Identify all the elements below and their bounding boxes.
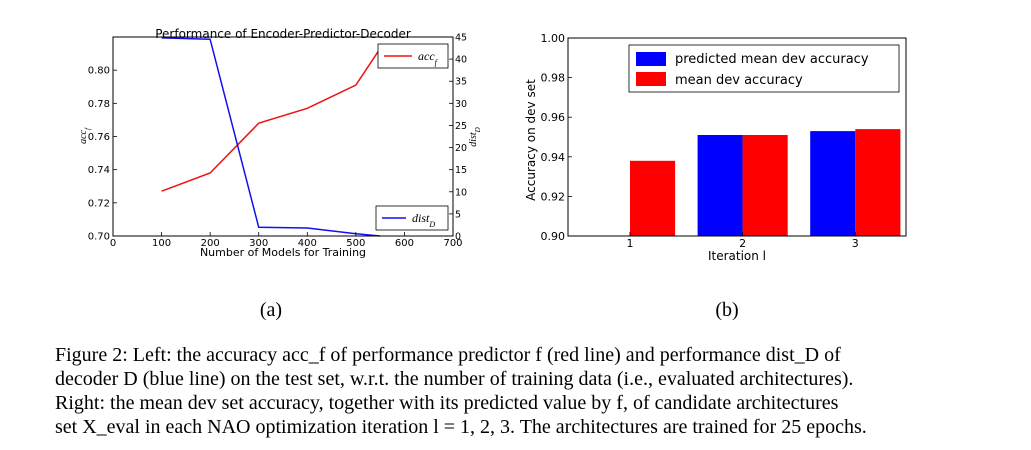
chart-right-xtick-label: 2: [739, 237, 746, 250]
chart-right-ytick-label: 1.00: [541, 32, 566, 45]
chart-left-xtick-label: 500: [346, 238, 365, 249]
bar-predicted: [810, 131, 856, 236]
chart-right-legend-box: [628, 44, 900, 93]
chart-right-xtick-label: 1: [626, 237, 633, 250]
bar-actual: [742, 135, 788, 236]
chart-left-y2tick-label: 5: [455, 209, 461, 220]
chart-left-y2tick-label: 40: [455, 55, 467, 66]
chart-left-xtick-label: 400: [298, 238, 317, 249]
chart-left-y2tick-label: 20: [455, 143, 467, 154]
chart-left-ytick-label: 0.74: [88, 165, 110, 176]
chart-left-xtick-label: 300: [249, 238, 268, 249]
bar-predicted: [697, 135, 743, 236]
chart-left-xtick-label: 200: [201, 238, 220, 249]
chart-left-y2tick-label: 45: [455, 33, 467, 44]
chart-left-y2tick-label: 0: [455, 232, 461, 243]
chart-left-ytick-label: 0.80: [88, 66, 110, 77]
chart-left-y2tick-label: 10: [455, 187, 467, 198]
caption-line-2: decoder D (blue line) on the test set, w…: [55, 368, 854, 390]
caption-line-3: Right: the mean dev set accuracy, togeth…: [55, 392, 839, 414]
bar-actual: [630, 160, 676, 236]
caption-line-4: set X_eval in each NAO optimization iter…: [55, 416, 867, 438]
chart-left-ytick-label: 0.72: [88, 198, 110, 209]
chart-right-ylabel: Accuracy on dev set: [524, 79, 538, 201]
chart-left-y2tick-label: 15: [455, 165, 467, 176]
chart-left-xtick-label: 600: [395, 238, 414, 249]
series-line-acc-f: [161, 48, 381, 192]
chart-left-ylabel: accf: [78, 127, 92, 144]
legend-dist-d: distD: [375, 205, 449, 231]
subfigure-label-a: (a): [260, 299, 282, 321]
chart-right-ytick-label: 0.92: [541, 190, 566, 203]
chart-left-ytick-label: 0.76: [88, 132, 110, 143]
chart-left-y2tick-label: 25: [455, 121, 467, 132]
legend-predicted-swatch: [636, 52, 666, 66]
chart-left-y2label: distD: [468, 127, 482, 147]
chart-right-ytick-label: 0.96: [541, 111, 566, 124]
chart-right-ytick-label: 0.90: [541, 230, 566, 243]
chart-left-xlabel: Number of Models for Training: [200, 246, 366, 259]
caption-line-1: Figure 2: Left: the accuracy acc_f of pe…: [55, 344, 841, 366]
chart-left: Performance of Encoder-Predictor-Decoder…: [78, 27, 482, 259]
chart-right-xlabel: Iteration l: [708, 249, 766, 263]
subfigure-label-b: (b): [715, 299, 738, 321]
legend-predicted-label: predicted mean dev accuracy: [675, 52, 869, 67]
chart-left-ytick-label: 0.78: [88, 99, 110, 110]
chart-left-xtick-label: 100: [152, 238, 171, 249]
figure-caption: Figure 2: Left: the accuracy acc_f of pe…: [55, 343, 995, 439]
chart-left-xtick-label: 700: [443, 238, 462, 249]
chart-left-xtick-label: 0: [110, 238, 116, 249]
chart-right-ytick-label: 0.98: [541, 72, 566, 85]
chart-right-frame: [567, 37, 907, 237]
chart-right-xtick-label: 3: [852, 237, 859, 250]
chart-left-ytick-label: 0.70: [88, 232, 110, 243]
series-line-dist-d: [161, 37, 381, 237]
chart-left-y2tick-label: 30: [455, 99, 467, 110]
chart-right-ytick-label: 0.94: [541, 151, 566, 164]
chart-right-legend: predicted mean dev accuracy mean dev acc…: [628, 44, 900, 93]
legend-actual-label: mean dev accuracy: [675, 73, 803, 88]
legend-actual-swatch: [636, 72, 666, 86]
chart-right: 1 2 30.900.920.940.960.981.00 Iteration l …: [524, 32, 907, 263]
legend-acc-f-label: accf: [418, 49, 439, 67]
legend-acc-f: accf: [377, 43, 449, 69]
bar-actual: [855, 129, 901, 236]
chart-left-y2tick-label: 35: [455, 77, 467, 88]
